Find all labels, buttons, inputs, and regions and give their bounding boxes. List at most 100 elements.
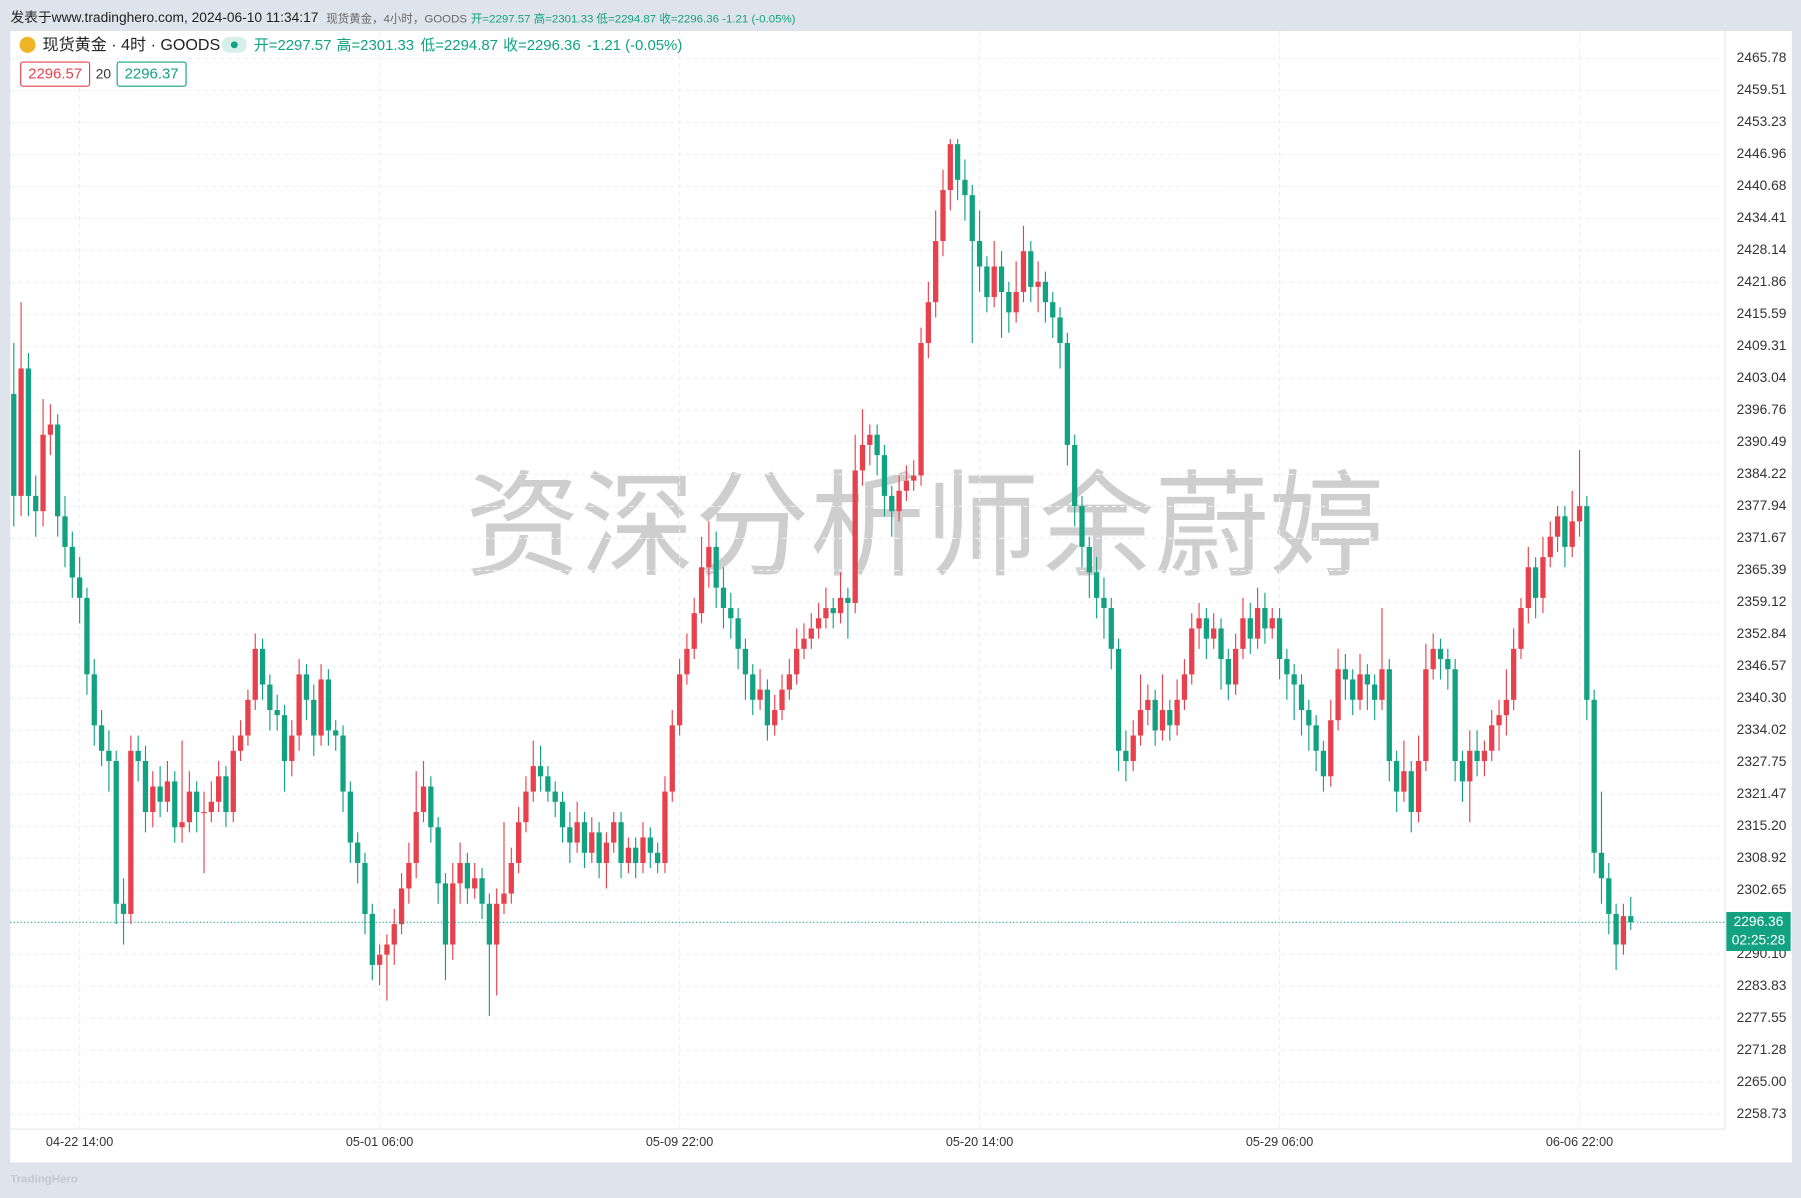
candle-body [245, 699, 251, 736]
candle-body [164, 781, 171, 802]
candle-body [567, 827, 573, 843]
candle-body [574, 822, 580, 843]
candle-body [1452, 669, 1458, 762]
candle-body [76, 577, 83, 598]
candle-body [823, 608, 829, 619]
candle-body [274, 710, 280, 716]
candle-body [779, 689, 785, 711]
candle-body [325, 679, 332, 731]
countdown-label: 02:25:28 [1732, 932, 1786, 947]
candle-body [142, 761, 149, 812]
candle-body [1159, 710, 1166, 731]
y-tick-label: 2308.92 [1737, 850, 1787, 865]
candle-body [523, 791, 529, 823]
candle-body [925, 302, 931, 343]
candle-body [552, 791, 558, 802]
candle-body [1496, 715, 1502, 726]
candle-body [157, 786, 163, 802]
candle-body [1459, 761, 1466, 782]
y-tick-label: 2421.86 [1737, 274, 1787, 289]
candle-body [406, 862, 412, 889]
candle-body [1057, 317, 1063, 343]
y-tick-label: 2271.28 [1737, 1042, 1787, 1057]
candle-body [1503, 699, 1510, 716]
candle-body [216, 776, 222, 802]
candle-body [208, 801, 214, 812]
candle-body [135, 750, 141, 762]
candle-body [311, 699, 317, 736]
candle-body [179, 822, 185, 828]
y-tick-label: 2352.84 [1737, 626, 1787, 641]
y-tick-label: 2428.14 [1737, 242, 1787, 257]
bid-box[interactable] [20, 61, 91, 87]
candle-body [1401, 771, 1407, 792]
candle-body [472, 878, 478, 889]
candle-body [1408, 771, 1414, 812]
candle-body [150, 786, 156, 812]
symbol-name[interactable]: 现货黄金 · 4时 · GOODS [42, 36, 220, 54]
candle-body [1276, 618, 1283, 660]
candle-body [801, 638, 807, 649]
candle-body [991, 266, 997, 298]
candle-body [611, 822, 617, 843]
candle-body [501, 893, 507, 904]
y-tick-label: 2277.55 [1737, 1010, 1787, 1025]
candle-body [969, 195, 975, 242]
y-tick-label: 2346.57 [1737, 658, 1787, 673]
candle-body [1474, 750, 1480, 762]
candle-body [1028, 251, 1034, 287]
candle-body [479, 878, 485, 904]
candle-body [706, 546, 712, 568]
candle-body [1254, 608, 1261, 639]
candle-body [735, 618, 741, 649]
candle-body [303, 674, 310, 700]
candle-body [1386, 669, 1392, 762]
y-tick-label: 2327.75 [1737, 754, 1787, 769]
candle-body [1620, 916, 1627, 945]
y-tick-label: 2384.22 [1737, 466, 1787, 481]
candle-body [896, 490, 902, 512]
candle-body [676, 674, 683, 726]
y-tick-label: 2258.73 [1737, 1106, 1787, 1121]
y-tick-label: 2340.30 [1737, 690, 1787, 705]
candle-body [289, 735, 295, 762]
candle-body [340, 735, 346, 792]
candle-body [852, 470, 858, 603]
candle-body [1328, 720, 1334, 777]
candle-body [281, 715, 288, 762]
footer-brand: TradingHero [10, 1174, 78, 1186]
y-tick-label: 2465.78 [1737, 50, 1787, 65]
candle-body [1042, 281, 1049, 303]
candle-body [1562, 516, 1568, 547]
candle-body [435, 827, 441, 884]
candle-body [1269, 618, 1275, 629]
candle-body [1342, 669, 1349, 680]
candle-body [808, 628, 814, 639]
y-tick-label: 2415.59 [1737, 306, 1787, 321]
candle-body [1137, 710, 1144, 736]
candle-body [889, 495, 895, 512]
ask-box[interactable] [116, 61, 187, 87]
candle-body [1093, 572, 1100, 598]
candle-body [1532, 567, 1539, 598]
candle-body [1569, 521, 1575, 547]
header-values: 开=2297.57 高=2301.33 低=2294.87 收=2296.36 … [471, 12, 796, 26]
y-tick-label: 2359.12 [1737, 594, 1787, 609]
y-tick-label: 2396.76 [1737, 402, 1787, 417]
candle-body [859, 444, 866, 471]
candle-body [559, 801, 566, 828]
candle-body [1467, 750, 1473, 782]
candle-body [384, 944, 390, 955]
candle-body [1489, 725, 1495, 751]
candle-body [398, 888, 405, 925]
candle-body [413, 811, 419, 863]
candle-body [1511, 648, 1517, 700]
candle-body [911, 475, 917, 481]
candle-body [25, 368, 32, 496]
header-text: 发表于www.tradinghero.com, 2024-06-10 11:34… [10, 10, 318, 25]
y-tick-label: 2315.20 [1737, 818, 1787, 833]
candle-body [1035, 281, 1041, 287]
candle-body [1423, 669, 1429, 762]
candle-body [457, 862, 463, 884]
candle-body [654, 852, 661, 863]
